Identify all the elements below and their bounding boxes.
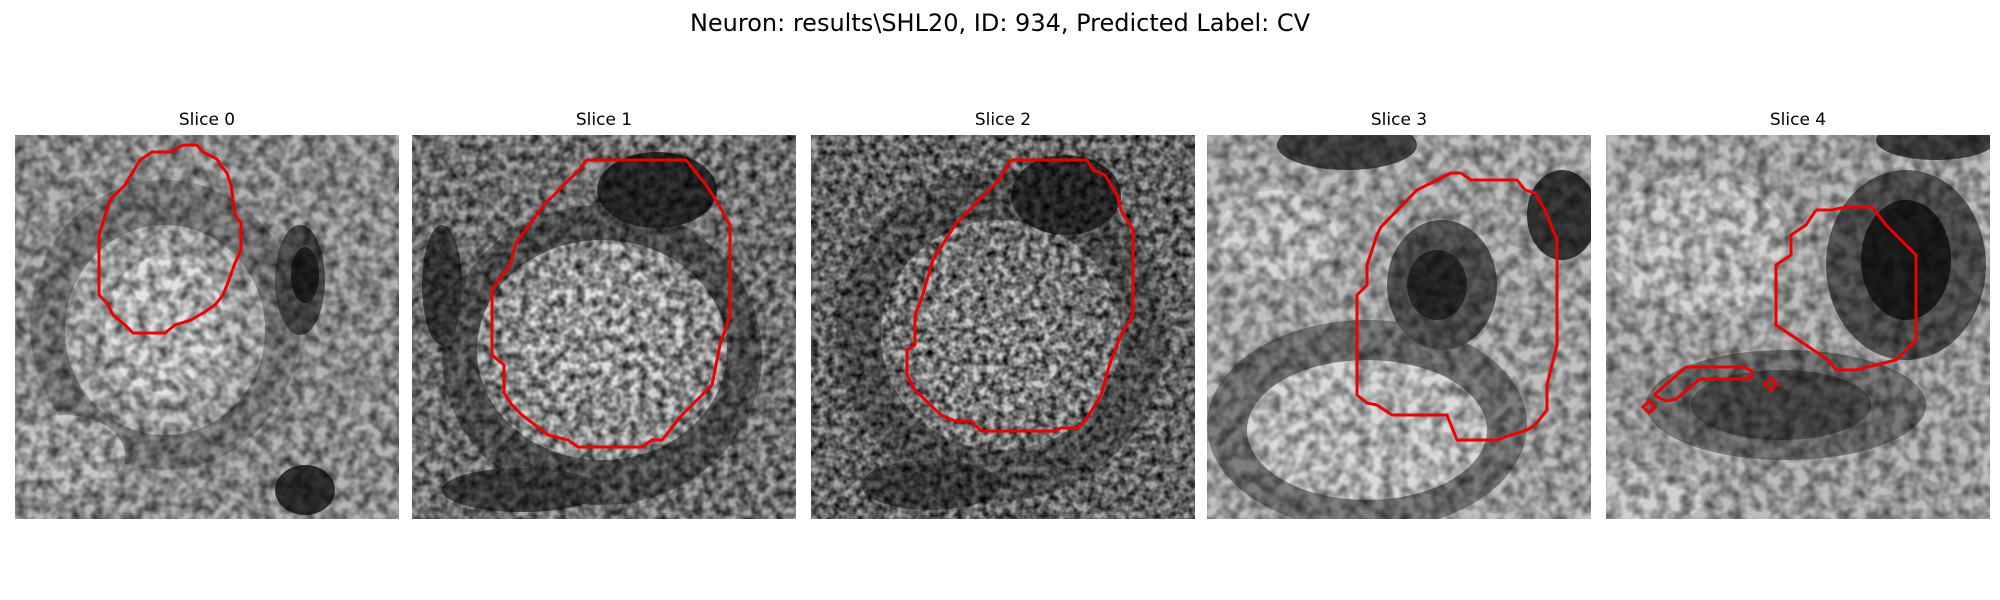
contour-3 (1355, 171, 1559, 442)
slice-title-0: Slice 0 (178, 110, 236, 130)
slice-image-2 (811, 135, 1195, 519)
contour-4-fragment (1653, 365, 1754, 403)
contour-0 (97, 143, 243, 335)
slice-title-3: Slice 3 (1370, 110, 1428, 130)
slice-title-2: Slice 2 (974, 110, 1032, 130)
contour-4-dot-b (1640, 398, 1658, 416)
slice-title-4: Slice 4 (1769, 110, 1827, 130)
contour-2 (905, 158, 1135, 433)
slice-image-0 (15, 135, 399, 519)
contour-4-main (1774, 205, 1918, 372)
slice-image-4 (1606, 135, 1990, 519)
contour-4-dot-a (1762, 375, 1780, 393)
slice-image-3 (1207, 135, 1591, 519)
slice-title-1: Slice 1 (575, 110, 633, 130)
figure-title: Neuron: results\SHL20, ID: 934, Predicte… (689, 9, 1311, 37)
contour-1 (490, 158, 732, 449)
slice-image-1 (412, 135, 796, 519)
